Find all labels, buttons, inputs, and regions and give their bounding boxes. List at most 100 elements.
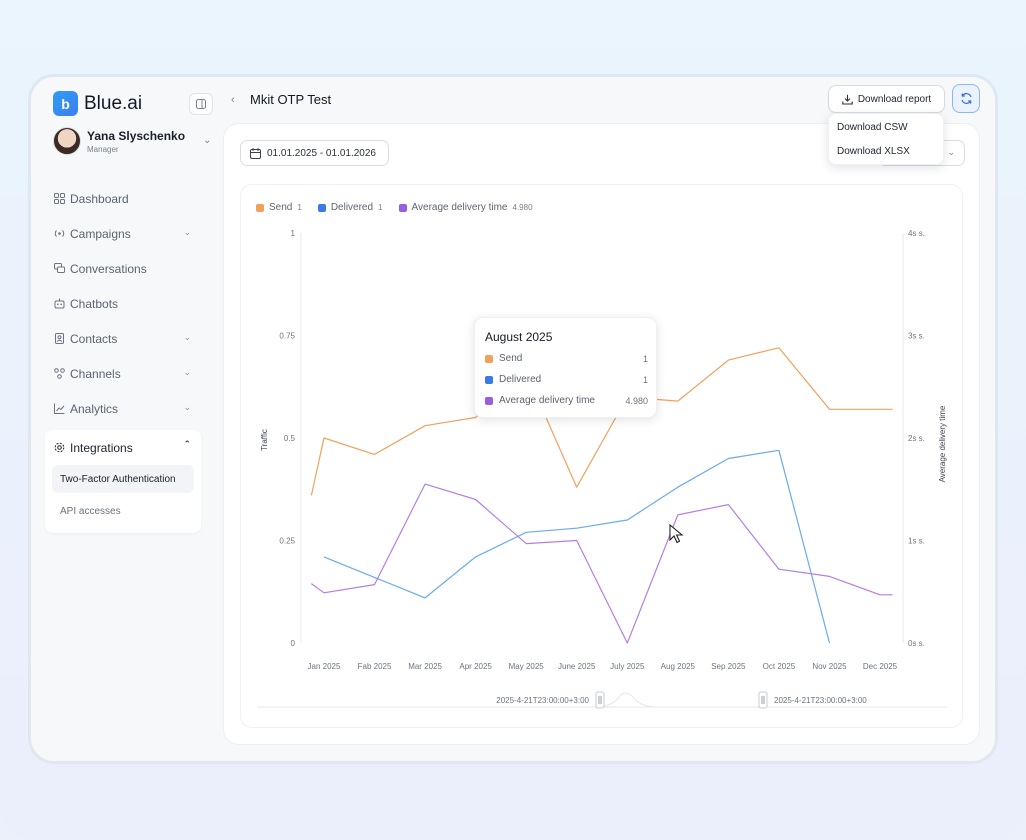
sidebar-item-label: Dashboard [70, 191, 129, 206]
logo[interactable]: b Blue.ai [53, 91, 142, 116]
date-range-value: 01.01.2025 - 01.01.2026 [267, 147, 376, 159]
sidebar-nav: Dashboard Campaigns ⌄ Conversations Chat… [45, 181, 201, 533]
x-tick-label: Apr 2025 [459, 662, 492, 671]
legend-item-send[interactable]: Send 1 [256, 202, 302, 213]
sidebar-subitem-two-factor-authentication[interactable]: Two-Factor Authentication [52, 465, 194, 493]
sidebar-item-chatbots[interactable]: Chatbots [45, 286, 201, 321]
y-tick-label: 1 [291, 229, 296, 238]
broadcast-icon [54, 230, 65, 237]
sidebar-item-channels[interactable]: Channels ⌄ [45, 356, 201, 391]
download-report-button[interactable]: Download report [828, 85, 945, 113]
sidebar-item-label: Channels [70, 366, 121, 381]
legend-value: 1 [297, 203, 302, 212]
range-slider-mini-preview [596, 692, 656, 708]
legend-value: 1 [378, 203, 383, 212]
chevron-down-icon: ⌄ [183, 332, 191, 342]
user-role: Manager [87, 144, 119, 154]
mouse-cursor-icon [669, 524, 684, 544]
sidebar-item-campaigns[interactable]: Campaigns ⌄ [45, 216, 201, 251]
chat-icon [54, 263, 65, 273]
x-tick-label: Oct 2025 [763, 662, 796, 671]
legend-item-delivered[interactable]: Delivered 1 [317, 202, 383, 213]
range-slider-start-handle[interactable] [595, 691, 605, 709]
download-xlsx-option[interactable]: Download XLSX [837, 146, 910, 157]
legend-label: Send [269, 202, 293, 213]
line-chart[interactable]: 0 0.25 0.5 0.75 1 0s s. 1s s. 2s s. 3s s. 4s s. Ja… [241, 185, 964, 729]
y-axis-title: Traffic [260, 429, 269, 451]
user-menu[interactable]: Yana Slyschenko Manager ⌄ [53, 127, 211, 155]
report-card: 01.01.2025 - 01.01.2026 ⌄ Send 1 Deliver… [223, 123, 980, 745]
tooltip-swatch [485, 375, 493, 384]
legend-value: 4.980 [512, 203, 533, 212]
download-csw-option[interactable]: Download CSW [837, 122, 908, 133]
grid-icon [54, 193, 65, 204]
sidebar-item-label: Analytics [70, 401, 119, 416]
chevron-down-icon: ⌄ [947, 147, 955, 157]
sidebar-toggle-icon [196, 99, 206, 109]
download-menu: Download CSW Download XLSX [828, 113, 944, 165]
calendar-icon [250, 147, 261, 159]
y2-tick-label: 0s s. [908, 639, 925, 648]
chevron-down-icon: ⌄ [183, 227, 191, 237]
channels-icon [54, 368, 65, 379]
tooltip-value: 1 [642, 374, 648, 385]
contact-icon [55, 333, 64, 344]
chart-panel: Send 1 Delivered 1 Average delivery time… [240, 184, 963, 728]
legend-swatch [317, 203, 326, 212]
chart-tooltip: August 2025 Send 1 Delivered 1 Average d… [474, 317, 657, 418]
sidebar-item-conversations[interactable]: Conversations [45, 251, 201, 286]
tooltip-title: August 2025 [485, 330, 553, 344]
refresh-icon [960, 93, 972, 104]
y-tick-label: 0.25 [279, 537, 295, 546]
tooltip-label: Delivered [499, 374, 542, 385]
legend-swatch [256, 203, 264, 212]
download-icon [842, 94, 853, 105]
x-tick-label: Fab 2025 [358, 662, 392, 671]
y-tick-label: 0 [291, 639, 296, 648]
sidebar-item-integrations[interactable]: Integrations ⌃ [45, 430, 201, 465]
x-tick-label: Mar 2025 [408, 662, 442, 671]
bot-icon [54, 298, 65, 309]
gear-icon [54, 442, 65, 453]
app-name: Blue.ai [84, 92, 143, 114]
sidebar-item-analytics[interactable]: Analytics ⌄ [45, 391, 201, 426]
sidebar-item-label: Conversations [70, 261, 147, 276]
chevron-down-icon: ⌄ [183, 367, 191, 377]
x-tick-label: Jan 2025 [308, 662, 341, 671]
sidebar-subitem-api-accesses[interactable]: API accesses [60, 505, 121, 517]
analytics-icon [54, 403, 65, 414]
legend-item-average-delivery-time[interactable]: Average delivery time 4.980 [398, 202, 533, 213]
range-slider-start-label: 2025-4-21T23:00:00+3:00 [496, 696, 589, 705]
chevron-down-icon: ⌄ [203, 135, 212, 146]
x-tick-label: Dec 2025 [863, 662, 898, 671]
series-line-average-delivery-time [311, 483, 893, 644]
app-window: b Blue.ai Yana Slyschenko Manager ⌄ Dash… [28, 74, 998, 764]
refresh-button[interactable] [952, 84, 980, 113]
x-tick-label: Nov 2025 [812, 662, 847, 671]
x-tick-label: July 2025 [610, 662, 645, 671]
avatar [53, 127, 81, 155]
chart-legend: Send 1 Delivered 1 Average delivery time… [256, 202, 549, 213]
sidebar-item-label: Campaigns [70, 226, 131, 241]
sidebar-group-integrations: Integrations ⌃ Two-Factor Authentication… [45, 430, 201, 533]
logo-icon: b [53, 91, 78, 116]
date-range-picker[interactable]: 01.01.2025 - 01.01.2026 [240, 140, 389, 166]
chevron-down-icon: ⌄ [183, 402, 191, 412]
sidebar-item-label: Integrations [70, 440, 133, 455]
tooltip-label: Send [499, 353, 523, 364]
sidebar-item-dashboard[interactable]: Dashboard [45, 181, 201, 216]
collapse-sidebar-button[interactable] [189, 93, 213, 115]
tooltip-label: Average delivery time [499, 395, 595, 406]
y-tick-label: 0.75 [279, 332, 295, 341]
tooltip-row-send: Send 1 [485, 353, 648, 364]
user-name: Yana Slyschenko [87, 128, 186, 143]
back-icon[interactable]: ‹ [231, 94, 235, 106]
x-tick-label: Aug 2025 [661, 662, 696, 671]
chevron-up-icon: ⌃ [183, 439, 191, 449]
sidebar-item-contacts[interactable]: Contacts ⌄ [45, 321, 201, 356]
range-slider-end-label: 2025-4-21T23:00:00+3:00 [774, 696, 867, 705]
range-slider-end-handle[interactable] [758, 691, 768, 709]
y2-tick-label: 3s s. [908, 332, 925, 341]
y-tick-label: 0.5 [284, 434, 296, 443]
series-line-delivered [323, 449, 831, 644]
